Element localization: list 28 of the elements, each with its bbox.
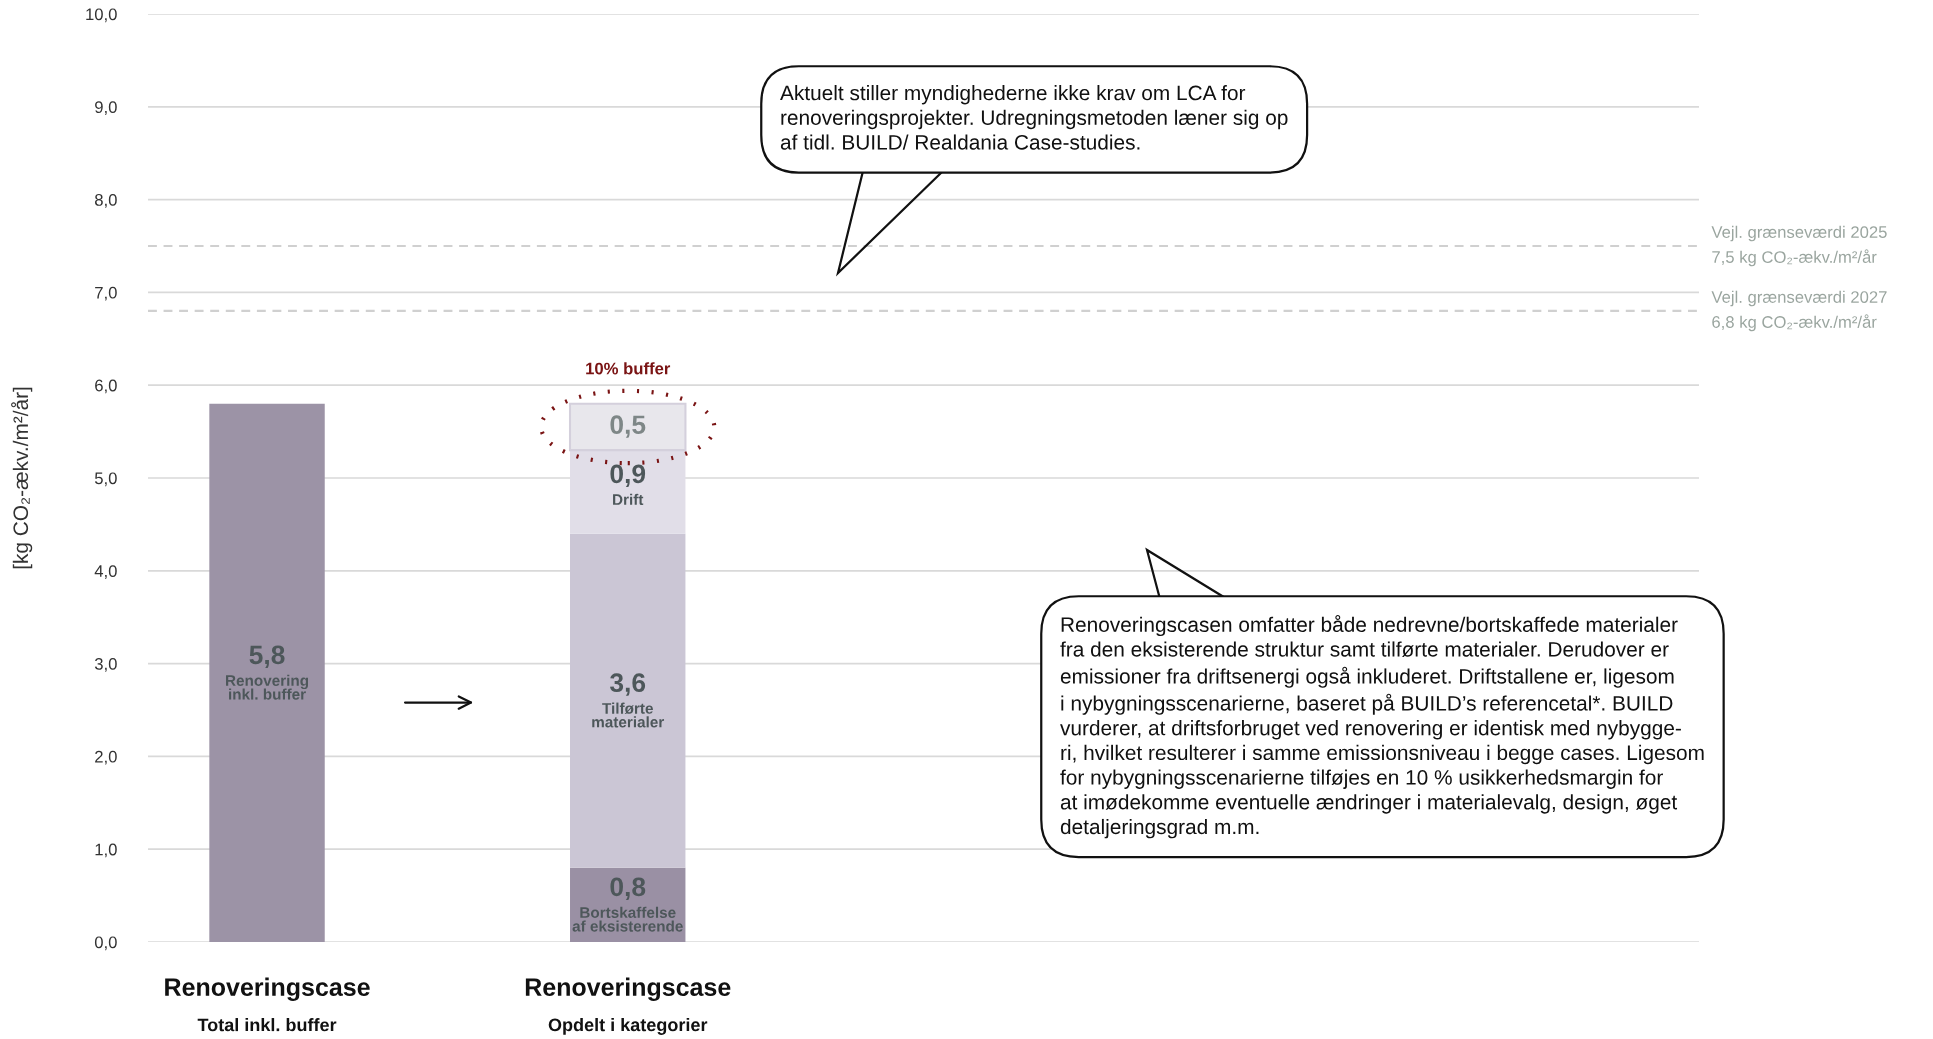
data-label: 0,8 xyxy=(610,877,646,901)
data-label: 5,8 xyxy=(249,645,285,669)
ref-line-label: Vejl. grænseværdi 2025 7,5 kg CO₂-ækv./m²/år xyxy=(1711,225,1887,267)
y-tick-label: 6,0 xyxy=(95,379,117,394)
data-label: 0,9 xyxy=(610,464,646,488)
data-label: 3,6 xyxy=(609,673,646,696)
y-tick-label: 1,0 xyxy=(95,843,117,858)
y-tick-label: 3,0 xyxy=(94,658,117,672)
x-tick-label: Renoveringscase Total inkl. buffer xyxy=(165,977,370,1032)
y-tick-label: 2,0 xyxy=(95,750,117,765)
ref-line-label: Vejl. grænseværdi 2027 6,8 kg CO₂-ækv./m²/år xyxy=(1711,290,1887,332)
y-tick-label: 7,0 xyxy=(95,286,117,301)
x-tick-label: Renoveringscase Opdelt i kategorier xyxy=(525,977,731,1035)
annotation: Aktuelt stiller myndighederne ikke krav om LCA for renoveringsprojekter. Udregningsmetoden læner sig op af tidl. BUILD/ Realdania Case-studies. xyxy=(780,85,1288,150)
y-tick-label: 10,0 xyxy=(86,8,117,23)
text: Renoveringscasen omfatter både nedrevne/bortskaffede materialer fra den eksisterende struktur samt tilførte materialer. Derudover er emissioner fra driftsenergi også inkluderet. Driftstallene er, ligesom i nybygningsscenarierne, baseret på BUILD’s referencetal*. BUILD vurderer, at driftsforbruget ved renovering er identisk med nybygge- ri, hvilket resulterer i samme emissionsniveau i begge cases. Ligesom for nybygningsscenarierne tilføjes en 10 % usikkerhedsmargin for at imødekomme eventuelle ændringer i materialevalg, design, øget detaljeringsgrad m.m. xyxy=(1060,615,1704,839)
y-tick-label: 9,0 xyxy=(95,101,117,115)
series-label: Bortskaffelse af eksisterende xyxy=(572,906,683,932)
data-label: 0,5 xyxy=(610,415,646,438)
series-label: Renovering inkl. buffer xyxy=(226,674,309,700)
y-tick-label: 0,0 xyxy=(94,936,117,951)
series-label: Tilførte materialer xyxy=(592,702,665,728)
series-label: Drift xyxy=(613,493,644,505)
y-tick-label: 8,0 xyxy=(95,194,117,208)
y-tick-label: 4,0 xyxy=(94,565,117,579)
annotation: 10% buffer xyxy=(586,362,671,375)
y-axis-title: [kg CO₂-ækv./m²/år] xyxy=(11,387,33,569)
y-tick-label: 5,0 xyxy=(94,472,117,487)
